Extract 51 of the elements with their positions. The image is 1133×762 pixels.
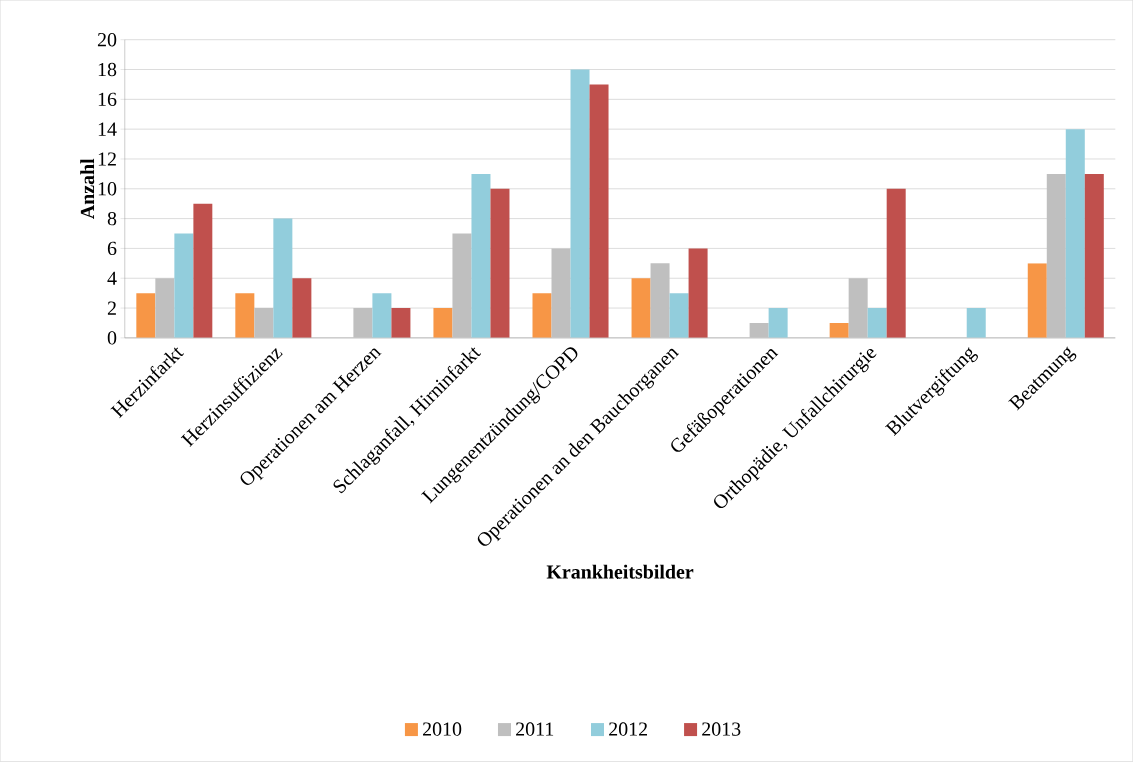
bar (471, 173, 491, 338)
bar (1084, 173, 1104, 338)
bar (532, 293, 552, 338)
legend-label: 2010 (423, 722, 462, 736)
bar (1027, 263, 1047, 338)
bar (136, 293, 156, 338)
y-tick-label: 10 (98, 182, 117, 196)
bar (174, 233, 194, 338)
bar (433, 308, 453, 338)
bar (235, 293, 255, 338)
bar (669, 293, 689, 338)
bar (372, 293, 392, 338)
y-tick-label: 12 (98, 152, 116, 166)
bar (292, 278, 312, 338)
bar (886, 188, 906, 338)
bar (749, 323, 769, 338)
bar (155, 278, 175, 338)
bar (650, 263, 670, 338)
bar (254, 308, 274, 338)
bar (193, 203, 213, 338)
y-tick-label: 0 (107, 331, 117, 345)
bar (391, 308, 411, 338)
y-tick-label: 16 (98, 92, 117, 107)
bar (867, 308, 887, 338)
y-tick-label: 20 (97, 33, 117, 47)
bar (1065, 129, 1085, 338)
bar (848, 278, 868, 338)
bar (1046, 173, 1066, 338)
bar (829, 323, 849, 338)
legend-label: 2011 (516, 722, 554, 736)
y-axis-title: Anzahl (80, 158, 95, 220)
y-tick-label: 18 (98, 62, 117, 77)
bar (688, 248, 708, 338)
bar (768, 308, 788, 338)
y-tick-label: 14 (98, 122, 117, 136)
bar (551, 248, 571, 338)
bar (589, 84, 609, 338)
legend-label: 2012 (609, 722, 647, 736)
bar (353, 308, 373, 338)
bar (452, 233, 472, 338)
y-tick-label: 6 (107, 241, 117, 256)
bar (570, 69, 590, 338)
legend-label: 2013 (702, 722, 741, 736)
bar (490, 188, 510, 338)
bar (631, 278, 651, 338)
bar (966, 308, 986, 338)
x-axis-title: Krankheitsbilder (546, 564, 694, 579)
bar (273, 218, 293, 338)
y-tick-label: 8 (107, 211, 117, 226)
y-tick-label: 2 (107, 301, 116, 315)
y-tick-label: 4 (107, 271, 117, 285)
